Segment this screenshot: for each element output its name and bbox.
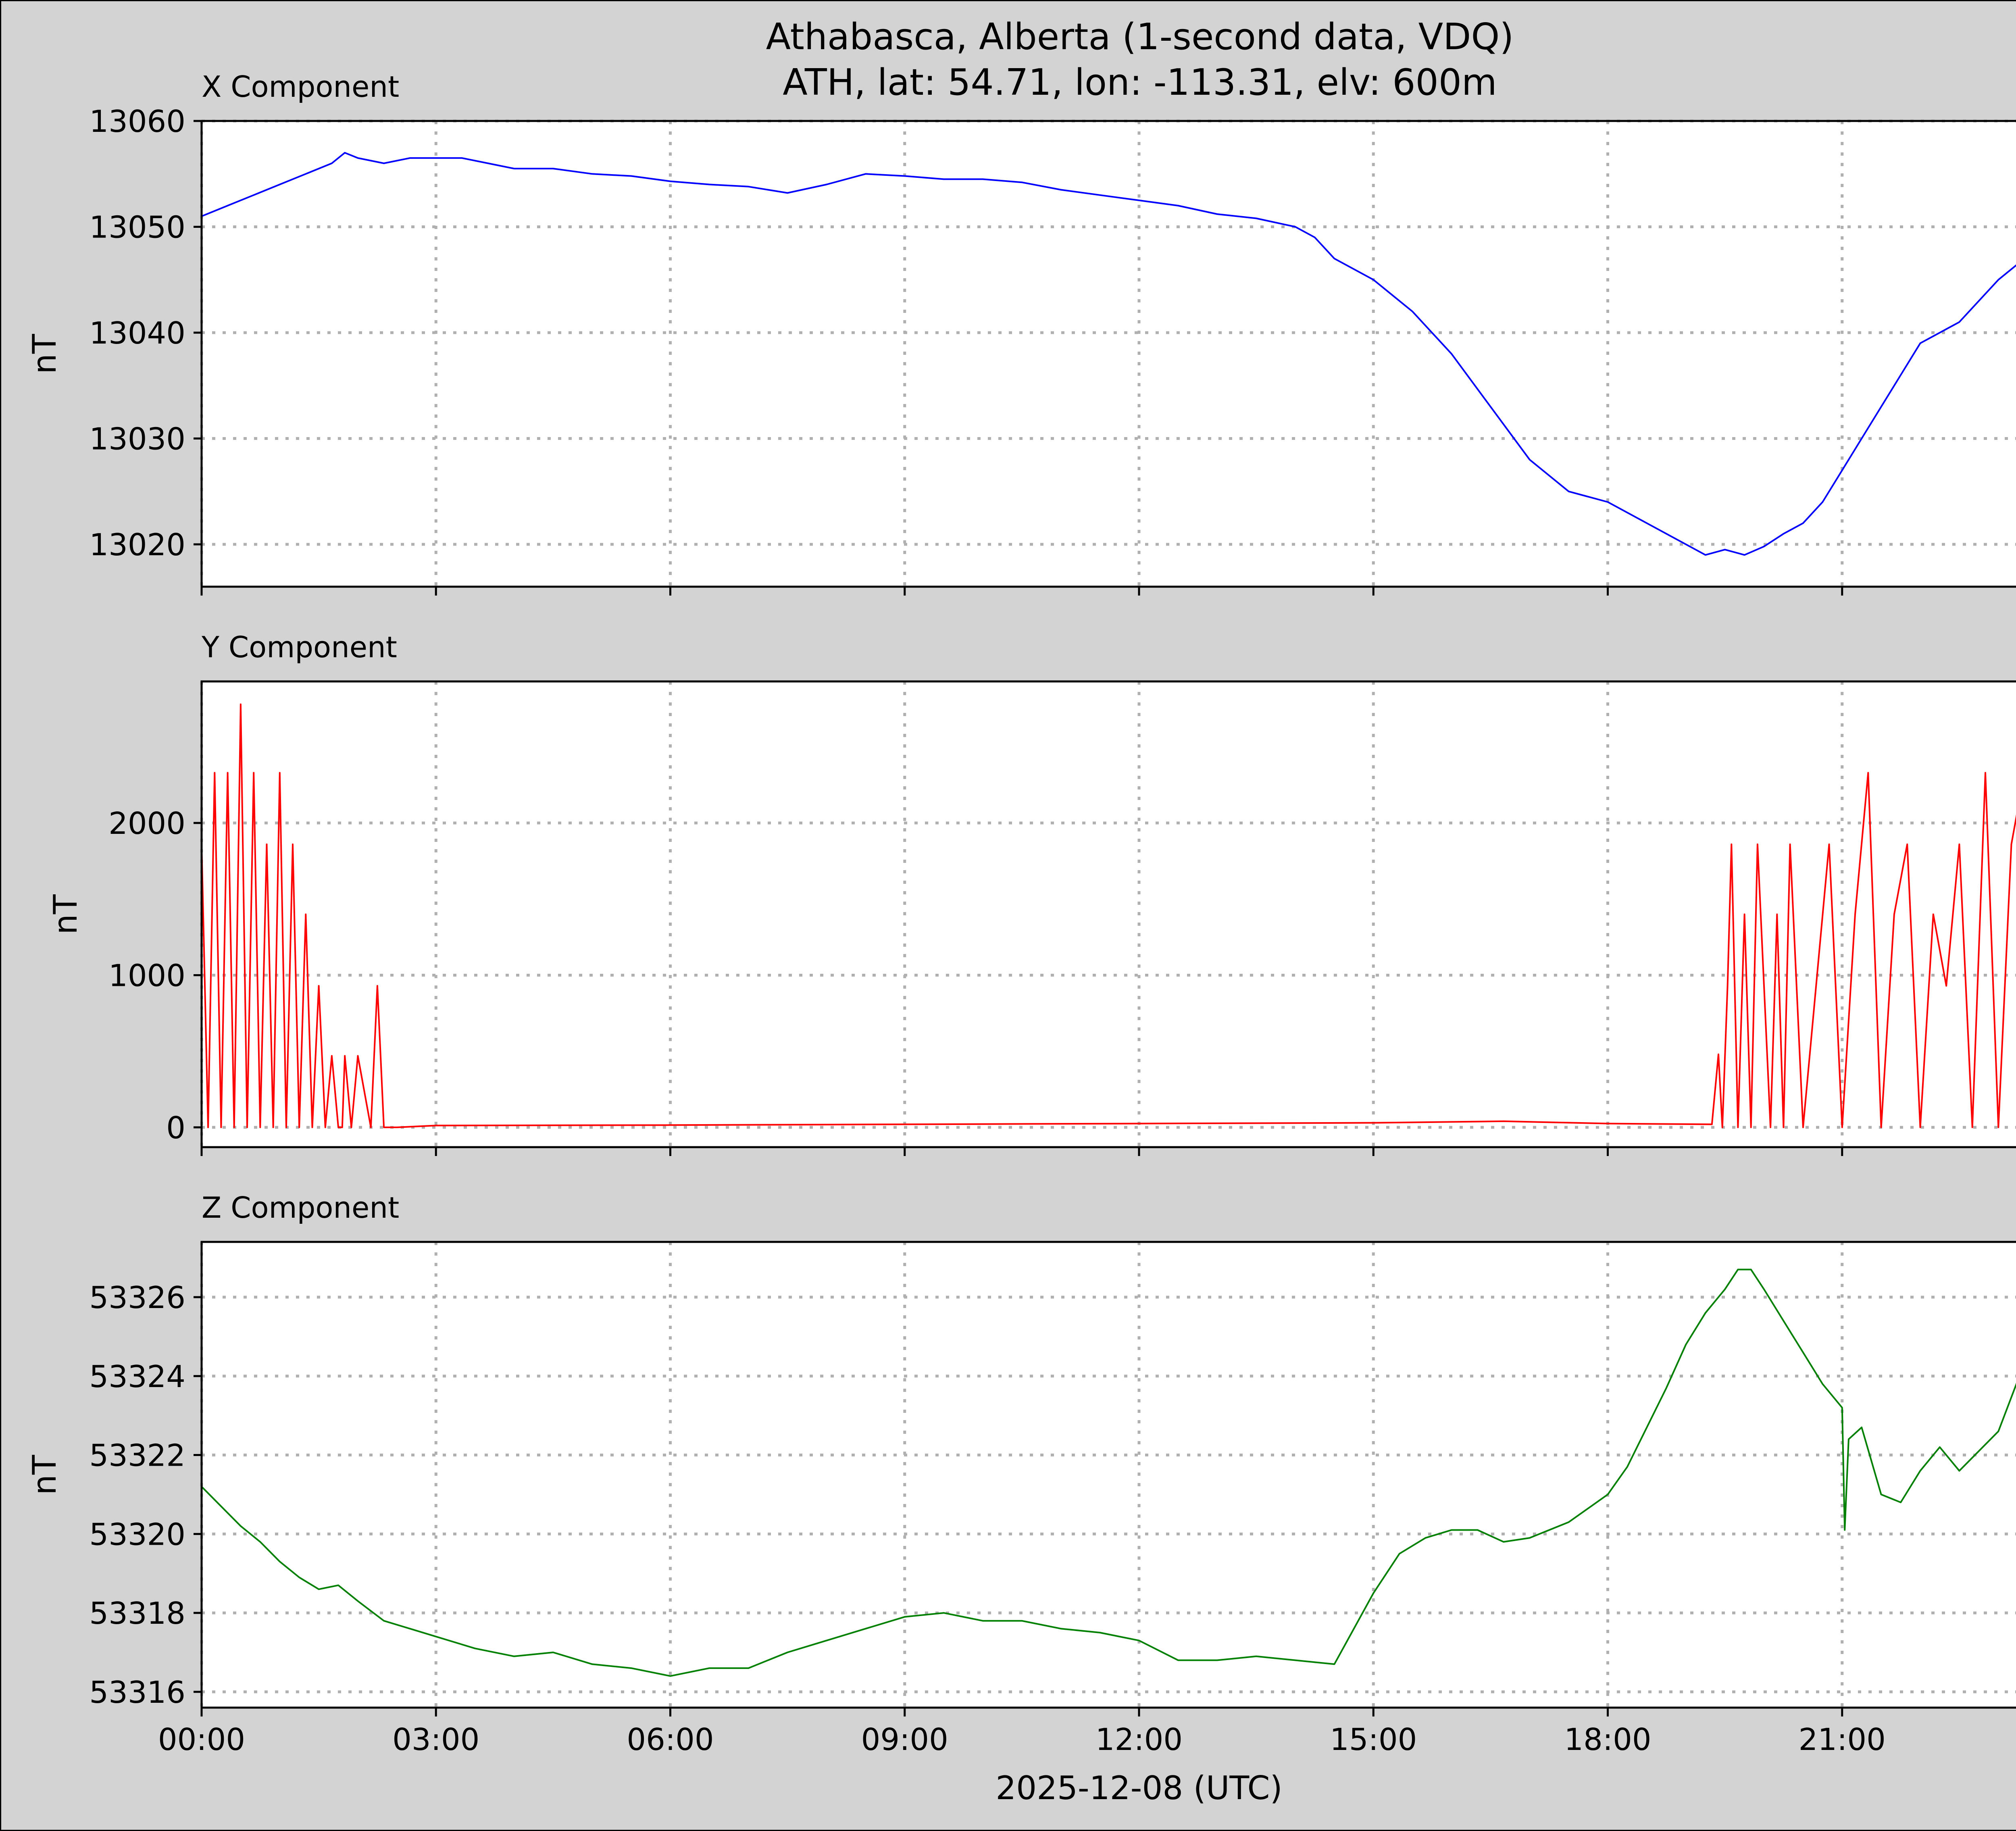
y-axis-label-y: nT	[47, 894, 84, 935]
panel-z-component: 53316 53318 53320 53322 53324 53326 00:00 03:0…	[26, 1191, 2016, 1757]
y-tick-label: 53326	[89, 1280, 185, 1315]
plot-area-z	[202, 1242, 2016, 1708]
series-y	[201, 703, 2016, 1128]
y-tick-label: 53316	[89, 1675, 185, 1710]
x-tick-label: 06:00	[627, 1722, 714, 1757]
y-tick-label: 13050	[89, 210, 185, 245]
x-tick-label: 00:00	[158, 1722, 245, 1757]
y-tick-label: 0	[166, 1110, 185, 1146]
y-tick-label: 13040	[89, 315, 185, 351]
y-tick-label: 53324	[89, 1359, 185, 1394]
series-z	[201, 1269, 2016, 1677]
grid-y	[200, 681, 2016, 1147]
panel-title-y: Y Component	[201, 630, 397, 664]
x-tick-label: 09:00	[861, 1722, 948, 1757]
series-line-y	[201, 703, 2016, 1128]
series-line-z	[201, 1269, 2016, 1677]
panel-title-z: Z Component	[202, 1191, 399, 1225]
grid-z	[200, 1242, 2016, 1708]
x-tick-label: 03:00	[392, 1722, 479, 1757]
y-ticks-z: 53316 53318 53320 53322 53324 53326	[89, 1280, 202, 1710]
y-tick-label: 53320	[89, 1516, 185, 1552]
series-line-x	[201, 152, 2016, 556]
y-tick-label: 1000	[108, 958, 185, 993]
series-x	[201, 152, 2016, 556]
y-tick-label: 13030	[89, 421, 185, 457]
y-ticks-y: 0 1000 2000	[108, 806, 202, 1146]
y-tick-label: 53318	[89, 1596, 185, 1631]
x-ticks-y	[200, 1147, 1843, 1156]
y-tick-label: 13020	[89, 527, 185, 562]
x-tick-label: 18:00	[1564, 1722, 1651, 1757]
figure-title-line2: ATH, lat: 54.71, lon: -113.31, elv: 600m	[783, 61, 1497, 104]
y-tick-label: 13060	[89, 104, 185, 139]
plot-area-x	[202, 121, 2016, 587]
figure-title-line1: Athabasca, Alberta (1-second data, VDQ)	[766, 16, 1514, 58]
y-axis-label-z: nT	[26, 1454, 63, 1495]
y-ticks-x: 13020 13030 13040 13050 13060	[89, 104, 202, 562]
x-tick-label: 21:00	[1799, 1722, 1886, 1757]
y-tick-label: 53322	[89, 1438, 185, 1473]
x-tick-label: 12:00	[1095, 1722, 1183, 1757]
x-axis-label: 2025-12-08 (UTC)	[996, 1769, 1282, 1807]
y-axis-label-x: nT	[26, 333, 63, 374]
panel-y-component: 0 1000 2000 Y Component nT	[47, 630, 2016, 1156]
plot-area-y	[202, 681, 2016, 1147]
panel-title-x: X Component	[202, 70, 399, 104]
x-ticks-x	[200, 587, 1843, 596]
x-ticks-z: 00:00 03:00 06:00 09:00 12:00 15:00 18:00 21:00	[158, 1708, 1886, 1757]
x-tick-label: 15:00	[1330, 1722, 1417, 1757]
y-tick-label: 2000	[108, 806, 185, 841]
panel-x-component: 13020 13030 13040 13050 13060 X Component nT	[26, 70, 2016, 596]
